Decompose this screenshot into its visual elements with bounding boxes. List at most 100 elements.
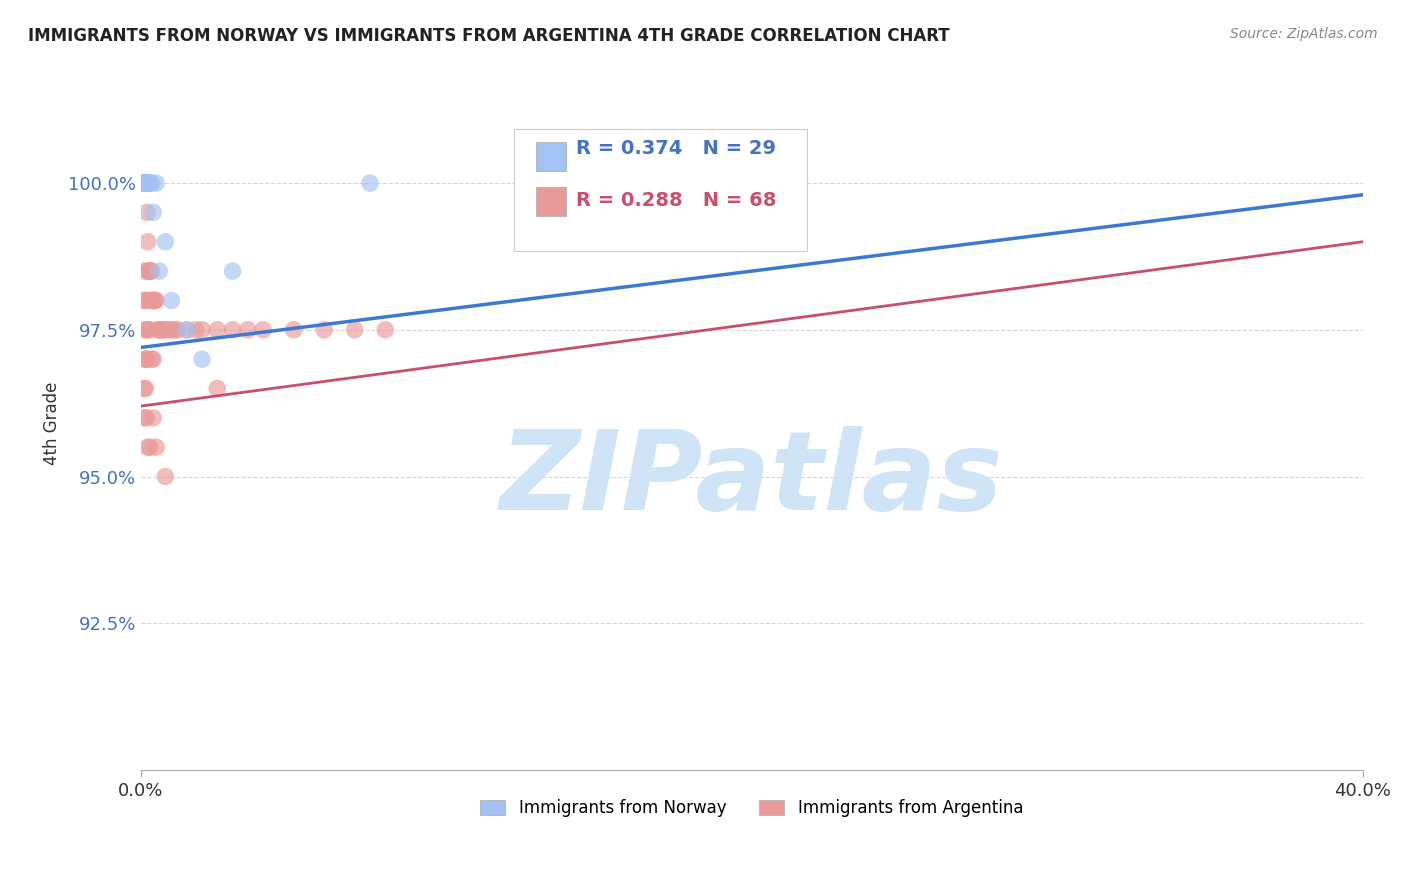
Point xyxy=(136,323,159,337)
Point xyxy=(135,176,157,190)
Point xyxy=(135,176,157,190)
Point xyxy=(343,323,366,337)
Point xyxy=(134,176,156,190)
Point xyxy=(134,176,156,190)
Point xyxy=(139,176,162,190)
Point xyxy=(191,323,214,337)
Point xyxy=(184,323,207,337)
Text: Source: ZipAtlas.com: Source: ZipAtlas.com xyxy=(1230,27,1378,41)
Point xyxy=(135,176,157,190)
Point xyxy=(166,323,188,337)
Point xyxy=(134,176,156,190)
Point xyxy=(142,293,165,308)
Point xyxy=(134,410,156,425)
Point xyxy=(134,382,156,396)
Point xyxy=(145,176,167,190)
Point xyxy=(142,293,165,308)
Point xyxy=(134,176,156,190)
Point xyxy=(136,176,159,190)
Point xyxy=(139,264,162,278)
Point xyxy=(374,323,396,337)
Point xyxy=(135,176,157,190)
Point xyxy=(155,235,177,249)
Point xyxy=(221,323,243,337)
Point xyxy=(135,176,157,190)
Point xyxy=(139,264,162,278)
Point xyxy=(142,352,165,367)
Point xyxy=(146,323,169,337)
Point xyxy=(741,176,763,190)
Point xyxy=(132,293,155,308)
Point xyxy=(136,176,159,190)
Point xyxy=(136,440,159,454)
Point xyxy=(283,323,305,337)
Point xyxy=(143,293,166,308)
Point xyxy=(134,176,156,190)
FancyBboxPatch shape xyxy=(536,186,567,216)
Point xyxy=(136,176,159,190)
Point xyxy=(148,264,170,278)
Point xyxy=(134,264,156,278)
Point xyxy=(134,176,156,190)
Point xyxy=(252,323,274,337)
Point xyxy=(359,176,381,190)
Point xyxy=(134,293,156,308)
FancyBboxPatch shape xyxy=(513,129,807,251)
Point xyxy=(160,293,183,308)
Point xyxy=(132,176,155,190)
Point xyxy=(176,323,198,337)
FancyBboxPatch shape xyxy=(536,142,567,171)
Point xyxy=(207,323,229,337)
Point xyxy=(157,323,180,337)
Point xyxy=(314,323,336,337)
Point xyxy=(136,205,159,219)
Point xyxy=(132,176,155,190)
Point xyxy=(207,382,229,396)
Point xyxy=(142,410,165,425)
Point xyxy=(134,323,156,337)
Point xyxy=(139,323,162,337)
Point xyxy=(163,323,186,337)
Point xyxy=(141,176,163,190)
Point xyxy=(160,323,183,337)
Point xyxy=(145,440,167,454)
Point xyxy=(191,352,214,367)
Point xyxy=(134,176,156,190)
Point xyxy=(139,440,162,454)
Point xyxy=(134,176,156,190)
Point xyxy=(136,176,159,190)
Point xyxy=(141,264,163,278)
Point xyxy=(132,176,155,190)
Point xyxy=(136,323,159,337)
Text: R = 0.288   N = 68: R = 0.288 N = 68 xyxy=(576,191,776,211)
Point xyxy=(132,382,155,396)
Point xyxy=(134,352,156,367)
Point xyxy=(135,352,157,367)
Point xyxy=(176,323,198,337)
Point xyxy=(135,176,157,190)
Point xyxy=(150,323,173,337)
Point xyxy=(221,264,243,278)
Point xyxy=(236,323,259,337)
Point xyxy=(134,176,156,190)
Point xyxy=(138,176,160,190)
Point xyxy=(136,264,159,278)
Point xyxy=(136,176,159,190)
Point xyxy=(135,176,157,190)
Point xyxy=(141,293,163,308)
Point xyxy=(132,176,155,190)
Point xyxy=(141,352,163,367)
Y-axis label: 4th Grade: 4th Grade xyxy=(44,382,60,466)
Point xyxy=(155,469,177,483)
Text: IMMIGRANTS FROM NORWAY VS IMMIGRANTS FROM ARGENTINA 4TH GRADE CORRELATION CHART: IMMIGRANTS FROM NORWAY VS IMMIGRANTS FRO… xyxy=(28,27,949,45)
Point xyxy=(138,293,160,308)
Point xyxy=(142,205,165,219)
Text: ZIPatlas: ZIPatlas xyxy=(501,425,1004,533)
Point xyxy=(135,410,157,425)
Point xyxy=(136,235,159,249)
Point xyxy=(155,323,177,337)
Point xyxy=(145,293,167,308)
Point xyxy=(138,264,160,278)
Text: R = 0.374   N = 29: R = 0.374 N = 29 xyxy=(576,138,776,158)
Point xyxy=(138,264,160,278)
